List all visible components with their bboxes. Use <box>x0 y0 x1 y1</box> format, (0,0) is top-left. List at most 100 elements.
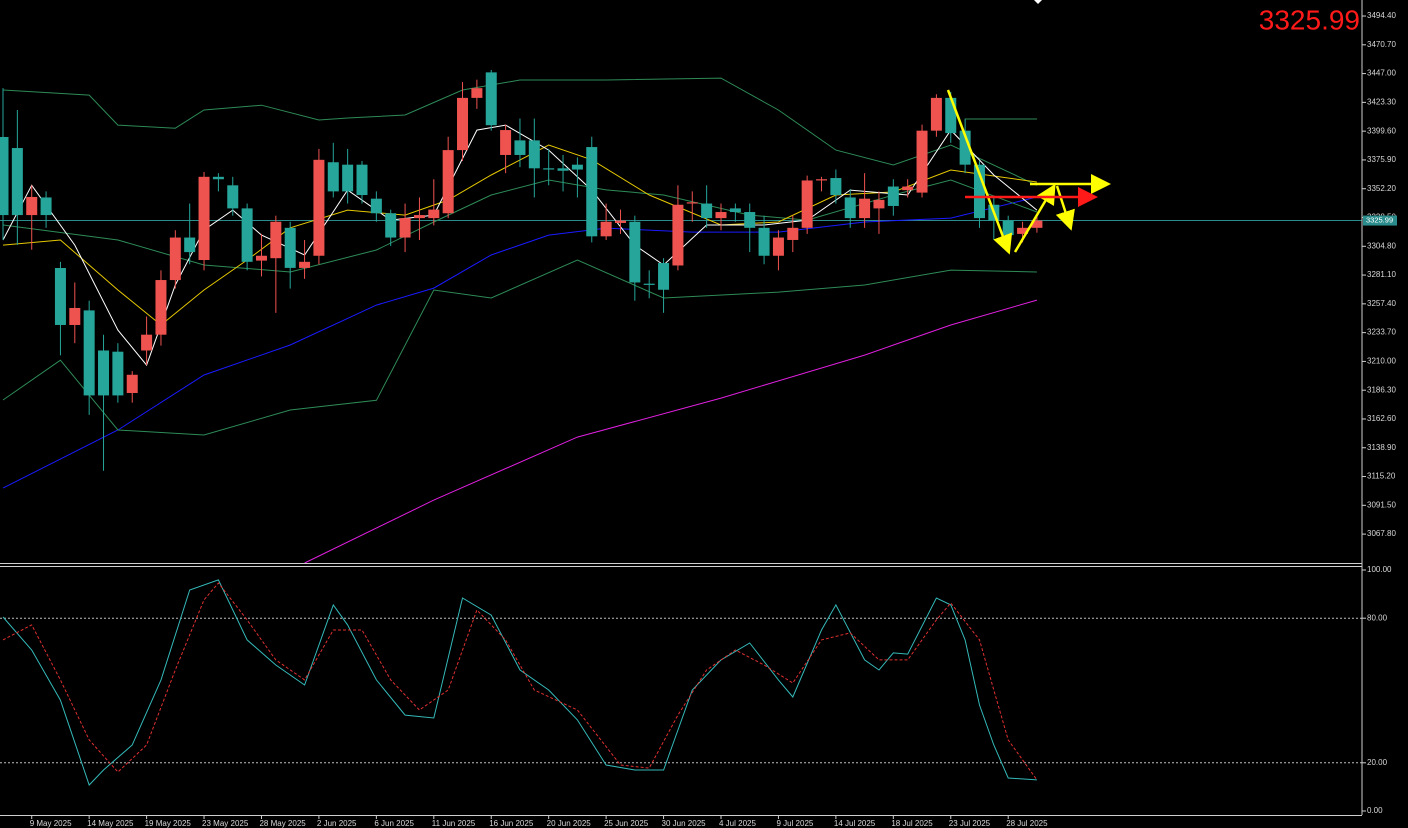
x-tick-label: 9 May 2025 <box>30 819 72 828</box>
y-tick-label: 100.00 <box>1367 565 1392 574</box>
candle-body <box>255 255 267 261</box>
candle-body <box>629 221 641 283</box>
x-tick-label: 23 May 2025 <box>202 819 249 828</box>
candle-body <box>399 218 411 238</box>
plot-layer: 3494.40 3470.70 3447.00 3423.30 3399.60 3375.… <box>0 11 1397 828</box>
y-tick-label: 3138.90 <box>1367 443 1396 452</box>
y-tick-label: 0.00 <box>1367 806 1383 815</box>
candle-body <box>528 140 540 169</box>
candle-body <box>859 198 871 219</box>
candle-body <box>126 374 138 393</box>
x-tick-label: 2 Jun 2025 <box>317 819 357 828</box>
candle-body <box>428 209 440 219</box>
candle-body <box>543 168 555 170</box>
candle-body <box>0 136 9 216</box>
marker <box>1034 0 1042 4</box>
y-tick-label: 3447.00 <box>1367 69 1396 78</box>
x-tick-label: 23 Jul 2025 <box>949 819 991 828</box>
candle-body <box>54 268 66 325</box>
candle-body <box>844 197 856 219</box>
candle-body <box>873 199 885 209</box>
candle-body <box>184 237 196 253</box>
indicator-line <box>2 579 1037 786</box>
candle-body <box>643 283 655 285</box>
x-tick-label: 14 Jul 2025 <box>834 819 876 828</box>
candle-body <box>614 220 626 223</box>
y-tick-label: 3423.30 <box>1367 97 1396 106</box>
x-tick-label: 11 Jun 2025 <box>432 819 476 828</box>
y-tick-label: 3352.20 <box>1367 184 1396 193</box>
x-tick-label: 19 May 2025 <box>145 819 192 828</box>
x-tick-label: 28 May 2025 <box>259 819 306 828</box>
candle-body <box>471 88 483 98</box>
candle-body <box>169 237 181 281</box>
candle-body <box>112 351 124 396</box>
candle-body <box>600 221 612 237</box>
y-tick-label: 3257.40 <box>1367 299 1396 308</box>
candle-body <box>945 97 957 134</box>
candle-body <box>772 237 784 256</box>
x-tick-label: 28 Jul 2025 <box>1006 819 1048 828</box>
x-tick-label: 16 Jun 2025 <box>489 819 534 828</box>
candle-body <box>241 208 253 262</box>
price-tag <box>1363 215 1397 226</box>
candle-body <box>370 198 382 214</box>
candle-body <box>887 186 899 206</box>
y-tick-label: 3186.30 <box>1367 385 1396 394</box>
candle-body <box>313 159 325 256</box>
candle-body <box>1002 220 1014 236</box>
indicator-line <box>2 144 1037 326</box>
y-tick-label: 20.00 <box>1367 758 1388 767</box>
y-tick-label: 3067.80 <box>1367 529 1396 538</box>
arrow <box>946 89 1013 255</box>
candle-body <box>198 176 210 261</box>
candle-body <box>69 307 81 325</box>
x-tick-label: 14 May 2025 <box>87 819 134 828</box>
y-tick-label: 3233.70 <box>1367 328 1396 337</box>
arrow <box>1013 183 1056 253</box>
candle-body <box>514 140 526 155</box>
candle-body <box>385 213 397 238</box>
candle-body <box>672 204 684 266</box>
y-tick-label: 3399.60 <box>1367 126 1396 135</box>
y-tick-label: 3375.90 <box>1367 155 1396 164</box>
drawing-objects <box>946 0 1111 255</box>
y-tick-label: 3091.50 <box>1367 500 1396 509</box>
candle-body <box>658 263 670 290</box>
y-tick-label: 3210.00 <box>1367 357 1396 366</box>
indicator-line <box>304 299 1038 564</box>
y-tick-label: 3304.80 <box>1367 241 1396 250</box>
candle-body <box>457 97 469 151</box>
x-tick-label: 4 Jul 2025 <box>719 819 756 828</box>
y-tick-label: 3281.10 <box>1367 270 1396 279</box>
x-tick-label: 20 Jun 2025 <box>547 819 592 828</box>
candle-body <box>413 215 425 219</box>
candle-body <box>11 148 23 216</box>
candle-body <box>801 180 813 228</box>
candle-body <box>83 310 95 396</box>
x-tick-label: 30 Jun 2025 <box>662 819 707 828</box>
candle-body <box>744 212 756 228</box>
candle-body <box>1031 220 1043 228</box>
candle-body <box>155 280 167 335</box>
arrow <box>1055 185 1075 231</box>
candle-body <box>916 130 928 193</box>
candle-body <box>830 178 842 196</box>
y-tick-label: 3115.20 <box>1367 472 1396 481</box>
y-tick-label: 80.00 <box>1367 613 1388 622</box>
x-tick-label: 18 Jul 2025 <box>891 819 933 828</box>
candle-body <box>787 227 799 240</box>
candle-body <box>758 227 770 256</box>
candle-body <box>40 197 52 216</box>
candle-body <box>342 164 354 192</box>
candle-body <box>586 147 598 237</box>
candle-body <box>500 130 512 155</box>
candle-body <box>729 208 741 213</box>
indicator-line <box>2 582 1038 781</box>
y-tick-label: 3494.40 <box>1367 11 1396 20</box>
candle-body <box>227 185 239 209</box>
candle-body <box>442 150 454 214</box>
